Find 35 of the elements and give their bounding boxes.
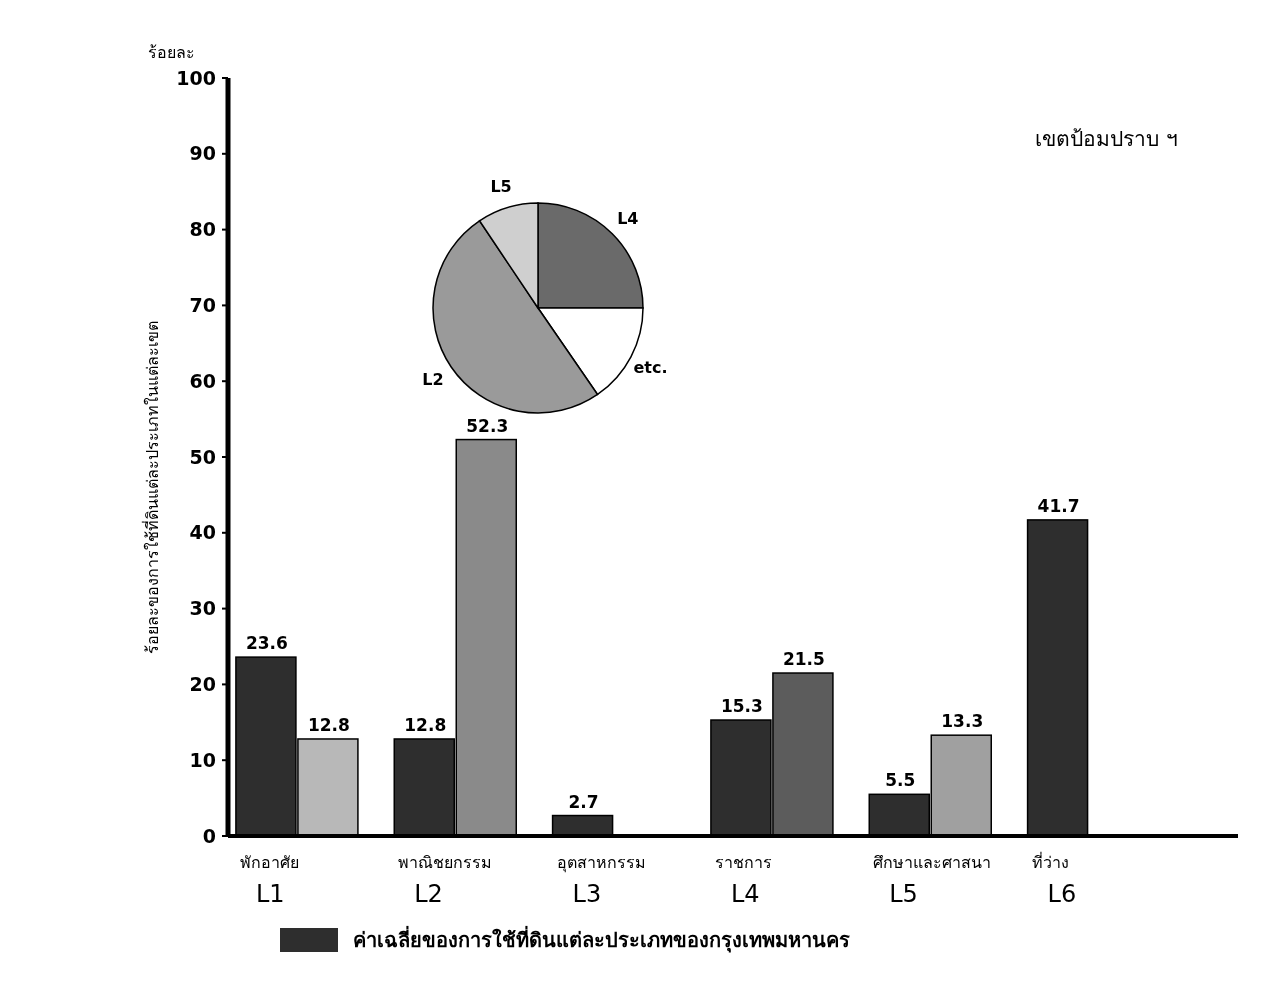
y-tick-label: 20 xyxy=(189,673,216,696)
y-tick-label: 90 xyxy=(189,142,216,165)
data-label: 21.5 xyxy=(782,649,825,670)
data-label: 12.8 xyxy=(307,714,350,735)
x-tick-label: พาณิชยกรรม L2 xyxy=(398,853,493,908)
y-tick-label: 30 xyxy=(189,597,216,620)
slice-label: L4 xyxy=(617,208,639,228)
y-tick-label: 60 xyxy=(189,369,216,392)
x-tick-label: พักอาศัย L1 xyxy=(239,853,299,908)
x-tick-label: อุตสาหกรรม L3 xyxy=(556,853,646,908)
data-label: 13.3 xyxy=(941,711,984,732)
y-tick-label: 50 xyxy=(189,445,216,468)
data-label: 2.7 xyxy=(568,791,599,812)
data-label: 15.3 xyxy=(720,696,763,717)
text: เขตป้อมปราบ ฯ xyxy=(1035,127,1178,151)
legend-label: ค่าเฉลี่ยของการใช้ที่ดินแต่ละประเภทของกรุงเทพมหานคร xyxy=(353,925,850,953)
y-tick-label: 0 xyxy=(202,824,216,847)
x-tick-label: ที่ว่าง L6 xyxy=(1031,851,1077,908)
y-tick-label: 40 xyxy=(189,521,216,544)
data-label: 52.3 xyxy=(466,415,509,436)
y-tick-label: 100 xyxy=(176,66,216,89)
data-label: 23.6 xyxy=(245,633,288,654)
data-label: 41.7 xyxy=(1037,495,1080,516)
y-tick-label: 80 xyxy=(189,218,216,241)
y-axis-title: ร้อยละของการใช้ที่ดินแต่ละประเภทในแต่ละเขต xyxy=(141,320,162,654)
text: ร้อยละ xyxy=(148,43,195,62)
data-label: 12.8 xyxy=(404,714,447,735)
data-label: 5.5 xyxy=(885,770,916,791)
slice-label: L5 xyxy=(490,177,512,197)
slice-label: etc. xyxy=(633,357,668,377)
y-tick-label: 70 xyxy=(189,294,216,317)
slice-label: L2 xyxy=(422,369,444,389)
x-tick-label: ราชการ L4 xyxy=(714,853,772,908)
y-tick-label: 10 xyxy=(189,748,216,771)
x-tick-label: ศึกษาและศาสนา L5 xyxy=(873,853,992,908)
